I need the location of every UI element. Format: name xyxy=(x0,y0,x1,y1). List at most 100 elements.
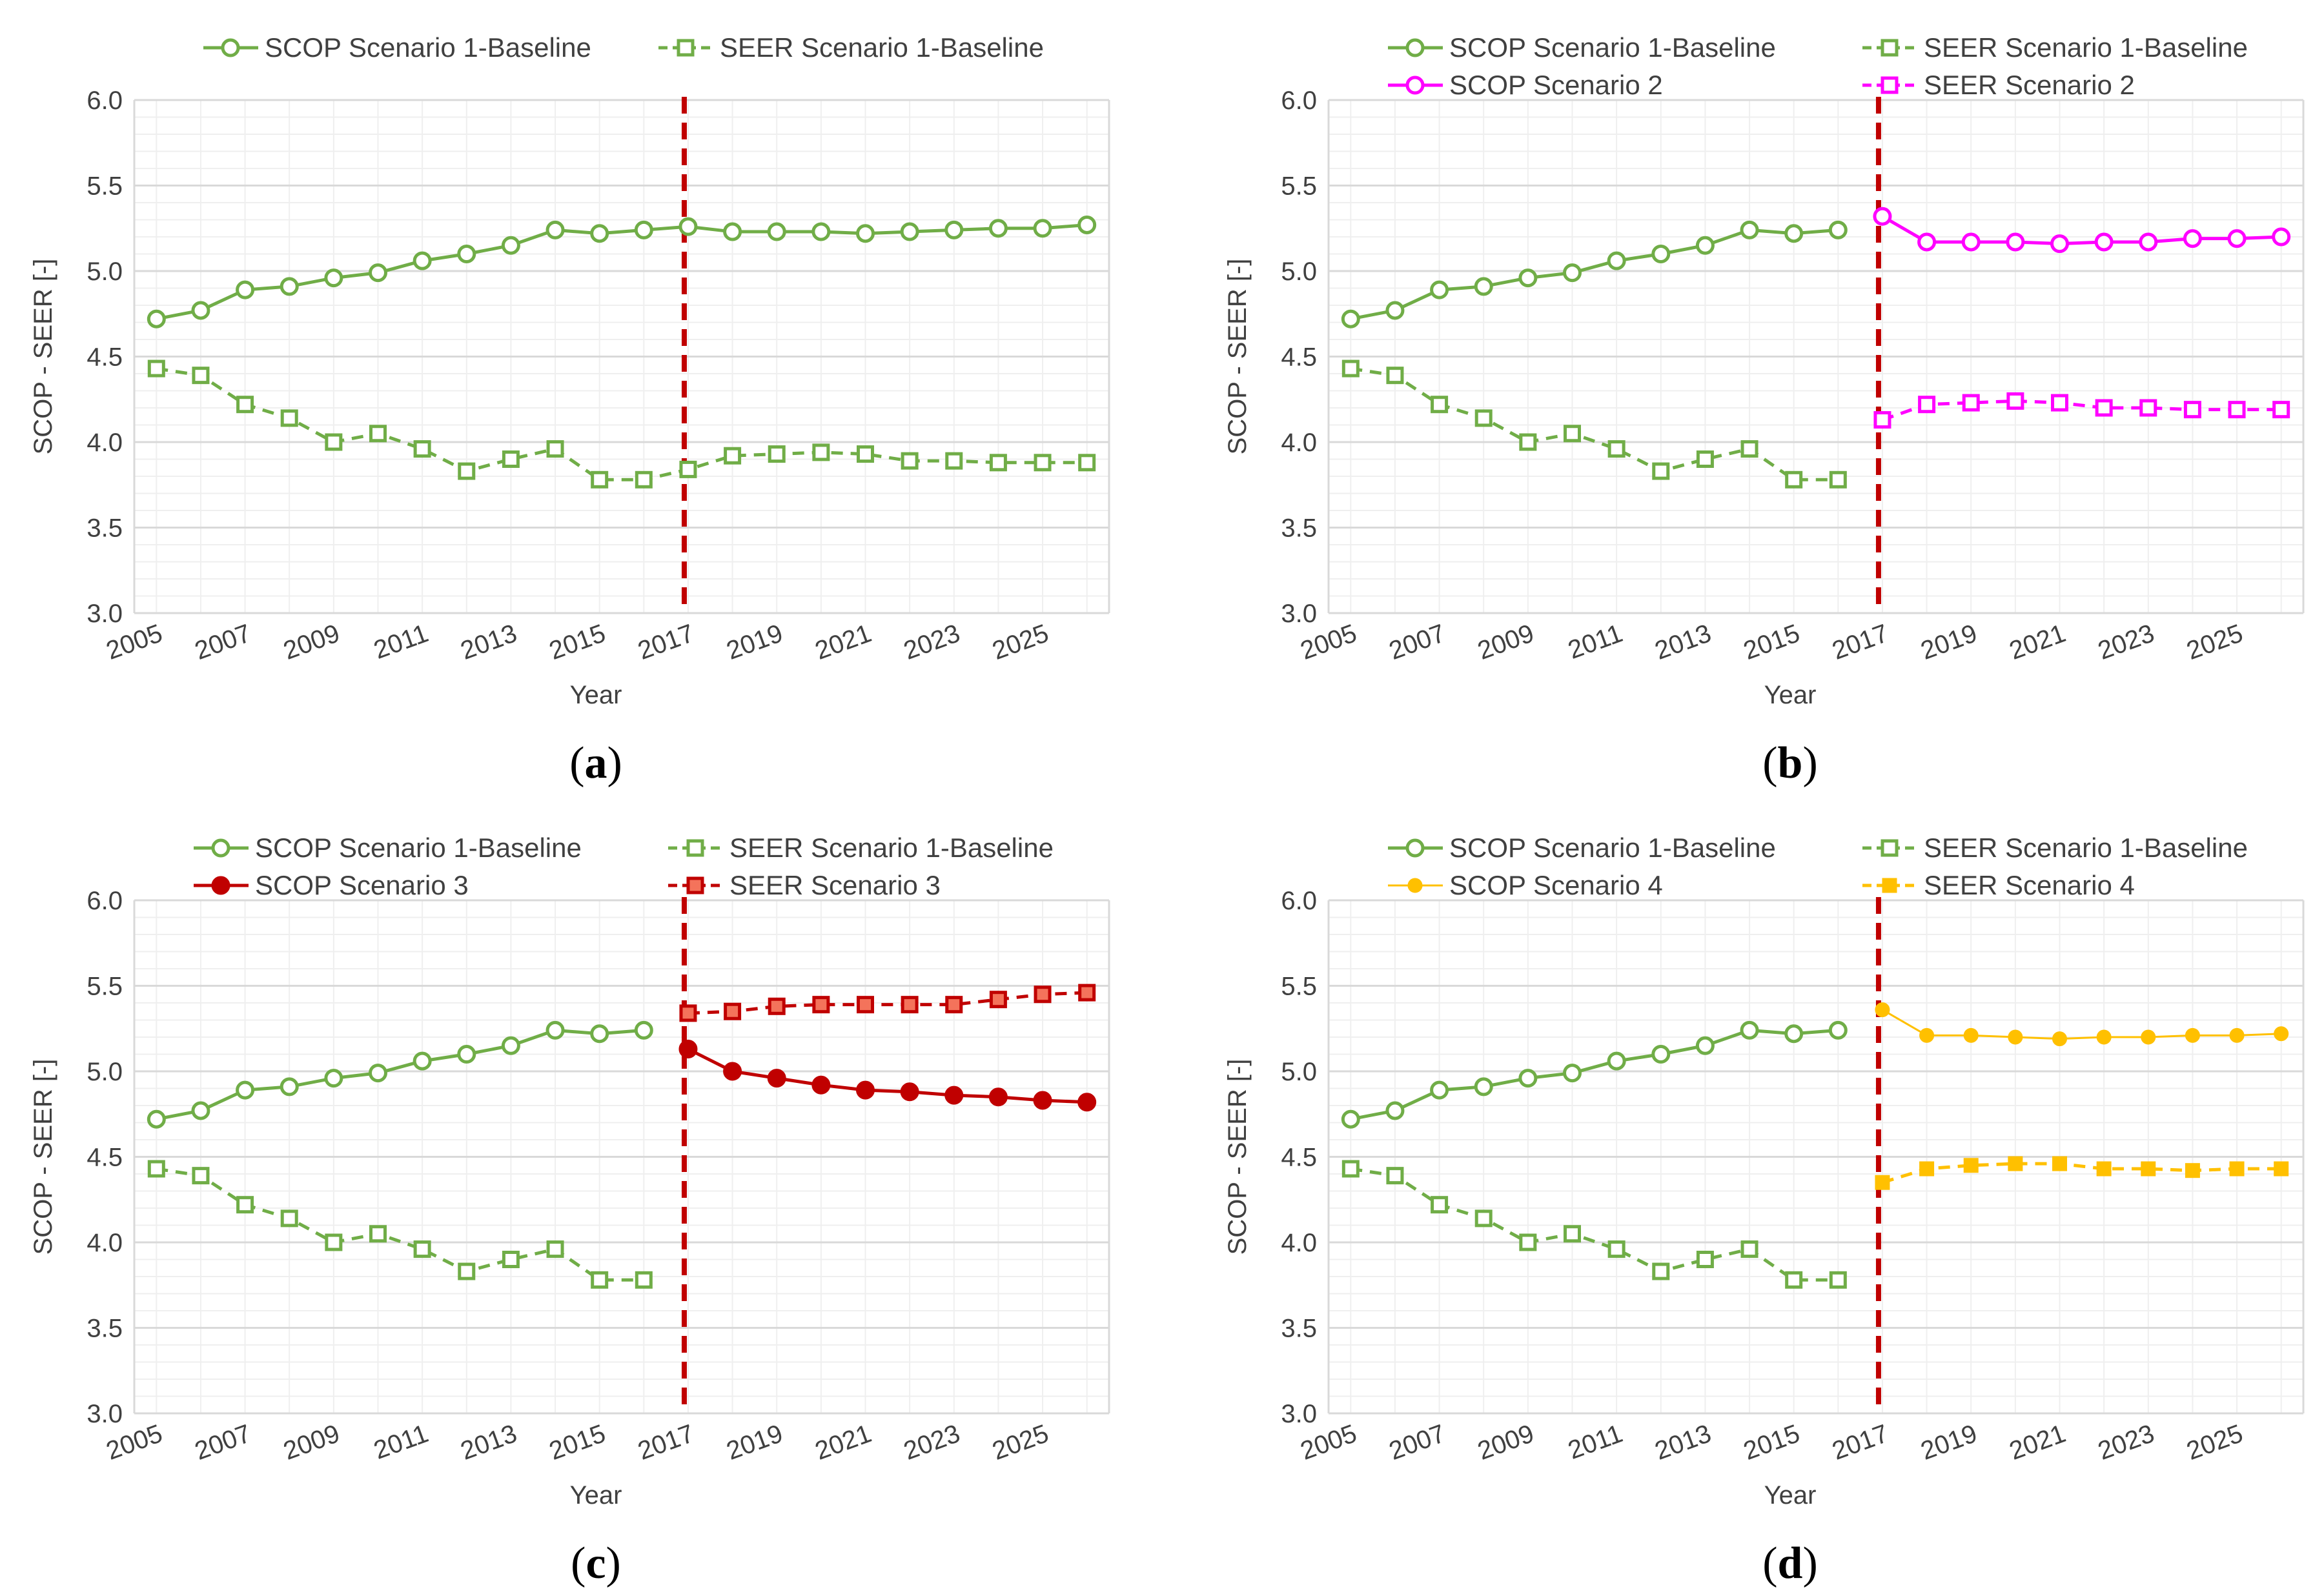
y-tick-label: 3.0 xyxy=(1281,1400,1317,1428)
series-2-point xyxy=(1431,396,1449,414)
series-2 xyxy=(147,359,1096,489)
series-2-line xyxy=(1350,1167,1839,1282)
series-2-point xyxy=(280,409,298,427)
series-4-point xyxy=(901,996,919,1014)
series-2-point xyxy=(413,1240,431,1258)
series-4-point xyxy=(1034,985,1052,1004)
series-3-line xyxy=(1881,215,2281,246)
x-tick-label: 2011 xyxy=(370,1419,432,1465)
panel-label-letter: d xyxy=(1778,1539,1803,1588)
series-4-point xyxy=(2274,1161,2289,1177)
legend-item: SEER Scenario 1-Baseline xyxy=(658,32,1044,63)
series-2-point xyxy=(369,425,387,443)
series-2-point xyxy=(1652,1262,1670,1280)
legend-swatch-point xyxy=(1407,878,1423,893)
series-1-point xyxy=(1607,251,1626,270)
legend-label: SCOP Scenario 1-Baseline xyxy=(1449,833,1776,863)
legend-swatch-point xyxy=(686,839,704,857)
series-1-point xyxy=(369,1064,387,1083)
legend-swatch-point xyxy=(1405,838,1425,858)
legend: SCOP Scenario 1-Baseline SEER Scenario 1-… xyxy=(194,833,1054,900)
series-4-point xyxy=(945,996,963,1014)
series-2-point xyxy=(458,462,476,480)
series-3-point xyxy=(2183,229,2202,248)
series-1 xyxy=(1341,220,1848,328)
series-3 xyxy=(1875,1002,2289,1047)
series-4-point xyxy=(989,991,1007,1009)
y-tick-label: 6.0 xyxy=(87,887,123,915)
y-axis-title: SCOP - SEER [-] xyxy=(29,259,57,455)
series-1-point xyxy=(280,1077,299,1096)
series-1-point xyxy=(236,1080,255,1100)
panel-label-letter: c xyxy=(586,1539,606,1588)
y-tick-label: 3.0 xyxy=(87,600,123,628)
series-2-point xyxy=(546,1240,564,1258)
series-2-point xyxy=(945,452,963,470)
series-4-point xyxy=(679,1004,697,1022)
series-1-point xyxy=(1563,1064,1582,1083)
series-1-point xyxy=(1695,1036,1715,1055)
series-2-point xyxy=(502,450,520,468)
x-tick-label: 2023 xyxy=(900,619,964,665)
series-2-point xyxy=(325,1233,343,1251)
series-4-line xyxy=(1882,1162,2281,1184)
series-2-point xyxy=(1652,462,1670,480)
panel-label-open-paren: ( xyxy=(1762,738,1777,788)
series-4-point xyxy=(2185,1163,2200,1178)
series-1-point xyxy=(767,222,786,241)
legend-swatch-point xyxy=(1881,39,1899,57)
y-tick-label: 5.0 xyxy=(1281,1058,1317,1086)
x-tick-label: 2009 xyxy=(1474,619,1538,665)
series-4-point xyxy=(1962,394,1980,412)
series-4-point xyxy=(724,1002,742,1020)
series-2-point xyxy=(147,359,165,378)
series-4-point xyxy=(2141,1161,2156,1177)
x-axis-title: Year xyxy=(1764,681,1817,709)
x-tick-label: 2007 xyxy=(191,619,255,665)
series-1-point xyxy=(413,1051,432,1071)
series-3-point xyxy=(767,1069,786,1088)
x-tick-label: 2007 xyxy=(1385,1419,1449,1466)
y-tick-label: 4.0 xyxy=(1281,1229,1317,1257)
series-4-line xyxy=(1882,399,2281,421)
series-4-point xyxy=(1875,1175,1890,1190)
series-1-point xyxy=(634,220,653,239)
series-4-point xyxy=(2228,401,2246,419)
legend-label: SCOP Scenario 1-Baseline xyxy=(255,833,582,863)
legend-item: SCOP Scenario 4 xyxy=(1388,870,1663,900)
series-1 xyxy=(147,1020,653,1129)
series-3 xyxy=(678,1040,1097,1112)
series-2-point xyxy=(1034,454,1052,472)
legend-label: SEER Scenario 1-Baseline xyxy=(1924,833,2248,863)
series-3-point xyxy=(988,1087,1008,1107)
series-2-point xyxy=(1078,454,1096,472)
series-1-point xyxy=(678,217,698,236)
series-1-point xyxy=(1077,215,1097,234)
series-2-point xyxy=(1519,433,1537,451)
series-3-point xyxy=(1963,1027,1979,1043)
series-4-line xyxy=(688,991,1087,1015)
series-2-point xyxy=(280,1209,298,1227)
series-2-point xyxy=(1564,425,1581,443)
series-3-line xyxy=(687,1047,1087,1104)
series-2-point xyxy=(413,440,431,458)
series-3-point xyxy=(2139,232,2158,252)
series-2-point xyxy=(591,470,609,489)
x-tick-label: 2025 xyxy=(2183,619,2247,665)
legend-label: SCOP Scenario 3 xyxy=(255,870,469,900)
x-tick-label: 2021 xyxy=(811,619,875,665)
x-tick-label: 2013 xyxy=(457,1419,521,1466)
series-1-point xyxy=(634,1020,653,1040)
series-1-point xyxy=(236,280,255,299)
series-3-point xyxy=(1917,232,1937,252)
series-2-point xyxy=(812,443,830,461)
x-tick-label: 2015 xyxy=(1740,1419,1804,1466)
x-tick-label: 2009 xyxy=(280,1419,343,1466)
x-tick-label: 2009 xyxy=(1474,1419,1538,1466)
series-1-point xyxy=(280,277,299,296)
series-3-point xyxy=(900,1082,919,1102)
y-axis-title: SCOP - SEER [-] xyxy=(29,1059,57,1255)
series-2 xyxy=(147,1160,653,1289)
series-3-point xyxy=(811,1075,831,1095)
